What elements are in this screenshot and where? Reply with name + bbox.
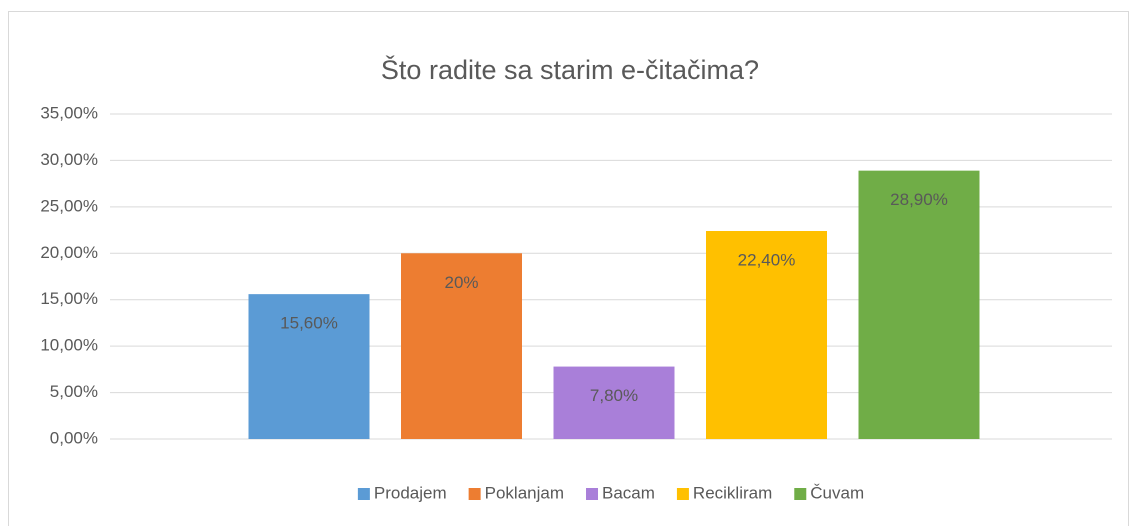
y-tick-label: 5,00% [50, 382, 98, 401]
legend-label: Poklanjam [485, 483, 564, 502]
data-label: 22,40% [738, 250, 796, 269]
y-tick-label: 15,00% [40, 289, 98, 308]
legend-label: Prodajem [374, 483, 447, 502]
bar [553, 366, 675, 439]
legend-swatch [676, 488, 689, 500]
bar [706, 231, 827, 439]
bar [248, 294, 370, 439]
bar [401, 253, 522, 439]
data-label: 15,60% [280, 314, 338, 333]
legend-swatch [357, 488, 370, 500]
legend-swatch [794, 488, 807, 500]
legend-swatch [586, 488, 599, 500]
bar [858, 170, 980, 439]
y-tick-label: 35,00% [40, 103, 98, 122]
y-tick-label: 20,00% [40, 243, 98, 262]
legend-label: Čuvam [810, 483, 864, 502]
legend-label: Bacam [602, 483, 655, 502]
data-label: 28,90% [890, 190, 948, 209]
y-tick-label: 30,00% [40, 150, 98, 169]
data-label: 20% [444, 273, 478, 292]
legend-swatch [468, 488, 481, 500]
chart-title: Što radite sa starim e-čitačima? [381, 54, 759, 85]
legend-label: Recikliram [693, 483, 772, 502]
y-tick-label: 0,00% [50, 428, 98, 447]
y-tick-label: 25,00% [40, 196, 98, 215]
y-tick-label: 10,00% [40, 336, 98, 355]
data-label: 7,80% [590, 386, 638, 405]
